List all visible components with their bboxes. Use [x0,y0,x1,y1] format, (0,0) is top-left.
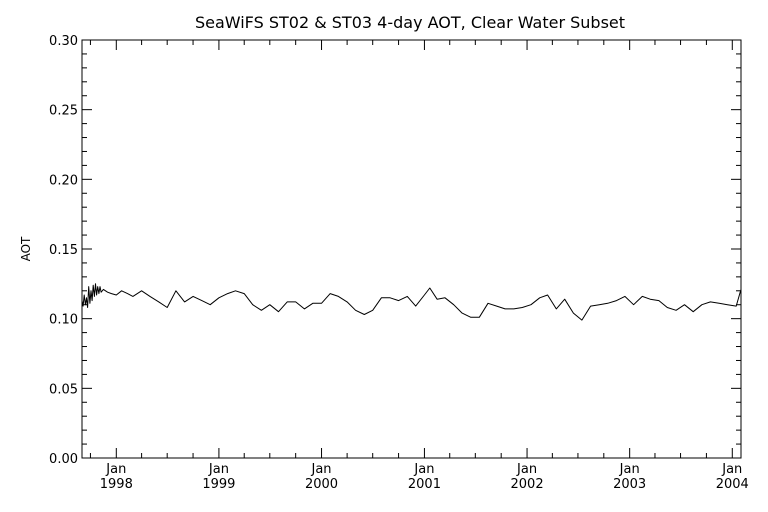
x-tick-year-label: 2001 [408,477,441,492]
y-tick-label: 0.15 [49,243,78,258]
y-axis-label: AOT [19,236,33,261]
chart-title: SeaWiFS ST02 & ST03 4-day AOT, Clear Wat… [195,13,625,32]
x-tick-month-label: Jan [619,462,640,477]
x-tick-year-label: 2002 [511,477,544,492]
y-tick-label: 0.20 [49,173,78,188]
x-tick-month-label: Jan [105,462,126,477]
y-tick-label: 0.30 [49,34,78,49]
x-tick-month-label: Jan [721,462,742,477]
y-tick-label: 0.00 [49,452,78,467]
x-tick-month-label: Jan [208,462,229,477]
x-tick-year-label: 2004 [716,477,749,492]
x-axis-ticks: Jan1998Jan1999Jan2000Jan2001Jan2002Jan20… [89,40,749,492]
y-tick-label: 0.10 [49,313,78,328]
series-layer [81,283,742,321]
y-tick-label: 0.25 [49,104,78,119]
x-tick-year-label: 1999 [202,477,235,492]
x-tick-year-label: 2003 [613,477,646,492]
y-tick-label: 0.05 [49,382,78,397]
x-tick-month-label: Jan [516,462,537,477]
aot-series-line [81,283,742,321]
y-axis-ticks: 0.00 0.05 0.10 0.15 0.20 0.25 0.30 [49,34,741,467]
x-tick-month-label: Jan [413,462,434,477]
x-tick-year-label: 2000 [305,477,338,492]
x-tick-month-label: Jan [311,462,332,477]
x-tick-year-label: 1998 [100,477,133,492]
plot-frame [81,39,742,459]
